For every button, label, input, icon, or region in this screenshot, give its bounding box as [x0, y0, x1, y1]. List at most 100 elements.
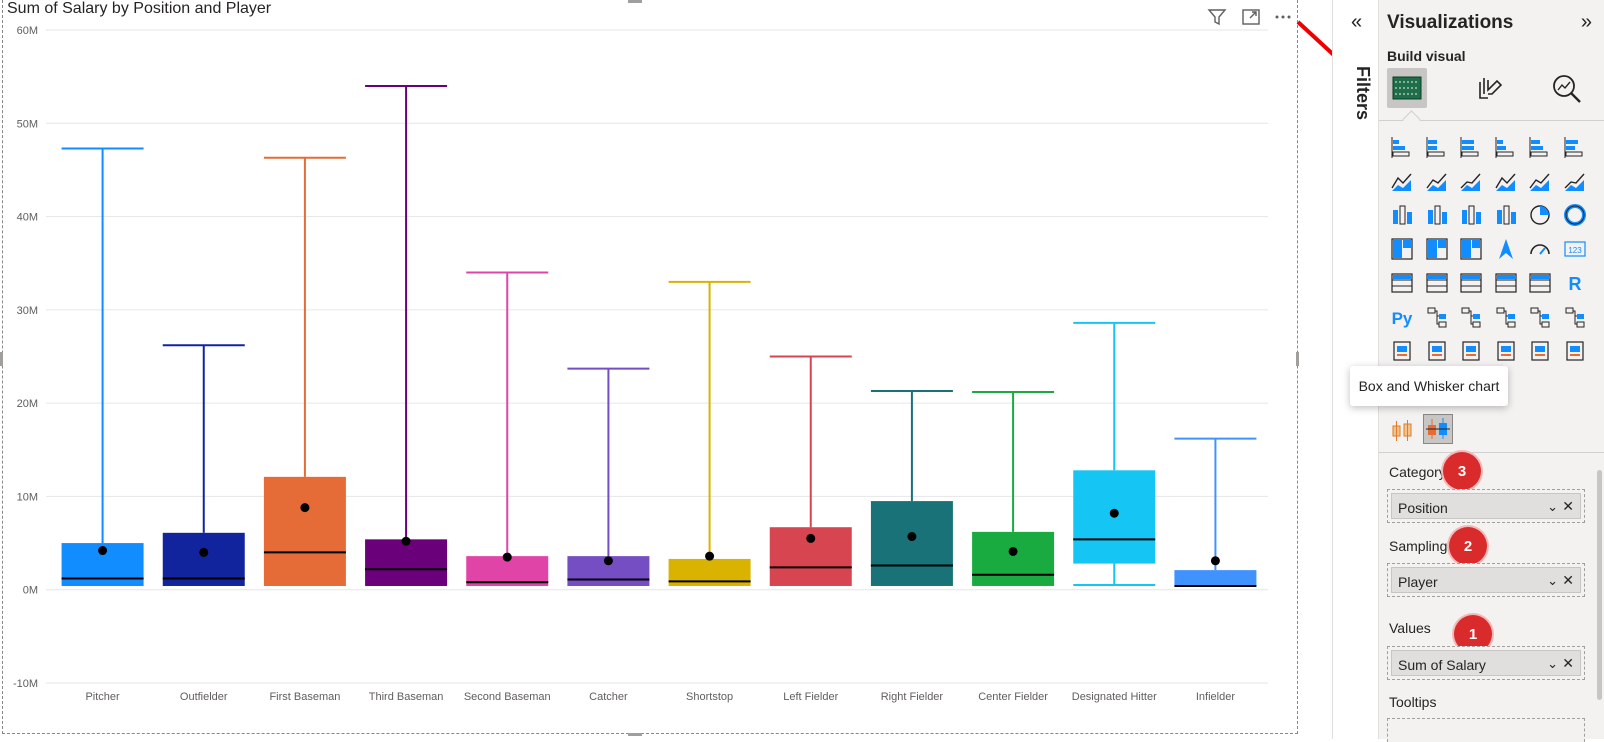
resize-handle-top[interactable] — [628, 0, 642, 3]
line-chart-icon[interactable] — [1389, 168, 1415, 194]
map-icon[interactable] — [1424, 236, 1450, 262]
power-automate-icon[interactable] — [1458, 338, 1484, 364]
funnel-chart-icon[interactable] — [1458, 202, 1484, 228]
gallery-divider — [1379, 120, 1604, 121]
more-options-icon[interactable] — [1272, 6, 1294, 28]
pane-scrollbar[interactable] — [1597, 470, 1602, 700]
box — [870, 501, 953, 586]
stacked-bar-chart-icon[interactable] — [1389, 134, 1415, 160]
clustered-bar-chart-icon[interactable] — [1458, 134, 1484, 160]
mean-marker — [1008, 546, 1018, 556]
table-icon[interactable] — [1493, 270, 1519, 296]
visual-container[interactable] — [2, 0, 1298, 734]
y-tick-label: 10M — [17, 491, 38, 503]
azure-map-icon[interactable] — [1493, 236, 1519, 262]
mean-marker — [603, 556, 613, 566]
values-well-label: Values — [1389, 620, 1431, 636]
resize-handle-left[interactable] — [0, 352, 3, 366]
card-icon[interactable]: 123 — [1562, 236, 1588, 262]
box-whisker-chart[interactable]: 60M 50M 40M 30M 20M 10M 0M -10M Pitcher Outfielde… — [0, 0, 1300, 739]
chart-title: Sum of Salary by Position and Player — [7, 0, 272, 17]
sampling-well[interactable]: Player ⌄ ✕ — [1387, 563, 1585, 597]
format-visual-tab[interactable] — [1471, 68, 1511, 108]
analytics-tab[interactable] — [1547, 68, 1587, 108]
box-whisker-visual-button[interactable] — [1423, 414, 1453, 444]
mean-marker — [300, 503, 310, 513]
filters-label[interactable]: Filters — [1353, 66, 1373, 121]
resize-handle-right[interactable] — [1296, 352, 1299, 366]
kpi-icon[interactable] — [1424, 270, 1450, 296]
line-and-column-chart-icon[interactable] — [1527, 168, 1553, 194]
donut-chart-icon[interactable] — [1562, 202, 1588, 228]
power-apps-icon[interactable] — [1424, 338, 1450, 364]
matrix-icon[interactable] — [1527, 270, 1553, 296]
x-tick-label: First Baseman — [269, 691, 340, 703]
area-chart-icon[interactable] — [1424, 168, 1450, 194]
x-tick-label: Third Baseman — [369, 691, 444, 703]
scatter-chart-icon[interactable] — [1493, 202, 1519, 228]
focus-mode-icon[interactable] — [1240, 6, 1262, 28]
box — [162, 532, 245, 586]
x-tick-label: Center Fielder — [978, 691, 1048, 703]
gauge-icon[interactable] — [1527, 236, 1553, 262]
metrics-icon[interactable] — [1562, 304, 1588, 330]
box — [263, 476, 346, 586]
100-stacked-area-chart-icon[interactable] — [1493, 168, 1519, 194]
remove-field-icon[interactable]: ✕ — [1562, 655, 1574, 671]
chevron-down-icon[interactable]: ⌄ — [1547, 656, 1558, 671]
line-and-clustered-column-chart-icon[interactable] — [1562, 168, 1588, 194]
visualizations-collapse-icon[interactable]: » — [1580, 11, 1592, 33]
player-field-chip[interactable]: Player ⌄ ✕ — [1391, 567, 1581, 593]
values-well[interactable]: Sum of Salary ⌄ ✕ — [1387, 646, 1585, 680]
mean-marker — [1210, 556, 1220, 566]
report-canvas: Sum of Salary by Position and Player 60M… — [0, 0, 1300, 739]
r-script-visual-icon[interactable]: R — [1562, 270, 1588, 296]
clustered-column-chart-icon[interactable] — [1493, 134, 1519, 160]
filters-collapse-icon[interactable]: « — [1351, 11, 1363, 33]
arcgis-map-icon[interactable] — [1493, 338, 1519, 364]
y-tick-label: -10M — [13, 678, 38, 690]
x-tick-label: Catcher — [589, 691, 628, 703]
category-well[interactable]: Position ⌄ ✕ — [1387, 489, 1585, 523]
diamond-visual-icon[interactable] — [1527, 338, 1553, 364]
python-visual-icon[interactable]: Py — [1389, 304, 1415, 330]
remove-field-icon[interactable]: ✕ — [1562, 572, 1574, 588]
key-influencers-icon[interactable] — [1424, 304, 1450, 330]
x-tick-label: Right Fielder — [881, 691, 944, 703]
box — [1174, 570, 1257, 586]
paginated-report-icon[interactable] — [1389, 338, 1415, 364]
100-stacked-bar-chart-icon[interactable] — [1527, 134, 1553, 160]
remove-field-icon[interactable]: ✕ — [1562, 498, 1574, 514]
decomposition-tree-icon[interactable] — [1458, 304, 1484, 330]
slicer-icon[interactable] — [1458, 270, 1484, 296]
sum-of-salary-field-chip[interactable]: Sum of Salary ⌄ ✕ — [1391, 650, 1581, 676]
chevron-visual-icon[interactable] — [1562, 338, 1588, 364]
visualizations-pane: Visualizations » Build visual 123 R Py — [1378, 0, 1604, 742]
qa-icon[interactable] — [1493, 304, 1519, 330]
filter-icon[interactable] — [1206, 6, 1228, 28]
treemap-icon[interactable] — [1389, 236, 1415, 262]
stacked-area-chart-icon[interactable] — [1458, 168, 1484, 194]
100-stacked-column-chart-icon[interactable] — [1562, 134, 1588, 160]
x-tick-label: Designated Hitter — [1072, 691, 1157, 703]
filled-map-icon[interactable] — [1458, 236, 1484, 262]
chevron-down-icon[interactable]: ⌄ — [1547, 499, 1558, 514]
ribbon-chart-icon[interactable] — [1389, 202, 1415, 228]
position-field-chip[interactable]: Position ⌄ ✕ — [1391, 493, 1581, 519]
format-brush-icon — [1479, 78, 1503, 99]
tooltips-well[interactable] — [1387, 718, 1585, 742]
svg-text:R: R — [1568, 274, 1581, 294]
multi-row-card-icon[interactable] — [1389, 270, 1415, 296]
box — [972, 531, 1055, 586]
build-visual-label: Build visual — [1387, 48, 1466, 64]
pie-chart-icon[interactable] — [1527, 202, 1553, 228]
build-visual-tab[interactable] — [1387, 68, 1427, 108]
mean-marker — [502, 552, 512, 562]
custom-visual-icon[interactable] — [1389, 418, 1415, 444]
mean-marker — [1109, 508, 1119, 518]
waterfall-chart-icon[interactable] — [1424, 202, 1450, 228]
stacked-column-chart-icon[interactable] — [1424, 134, 1450, 160]
smart-narrative-icon[interactable] — [1527, 304, 1553, 330]
chevron-down-icon[interactable]: ⌄ — [1547, 573, 1558, 588]
resize-handle-bottom[interactable] — [628, 733, 642, 736]
